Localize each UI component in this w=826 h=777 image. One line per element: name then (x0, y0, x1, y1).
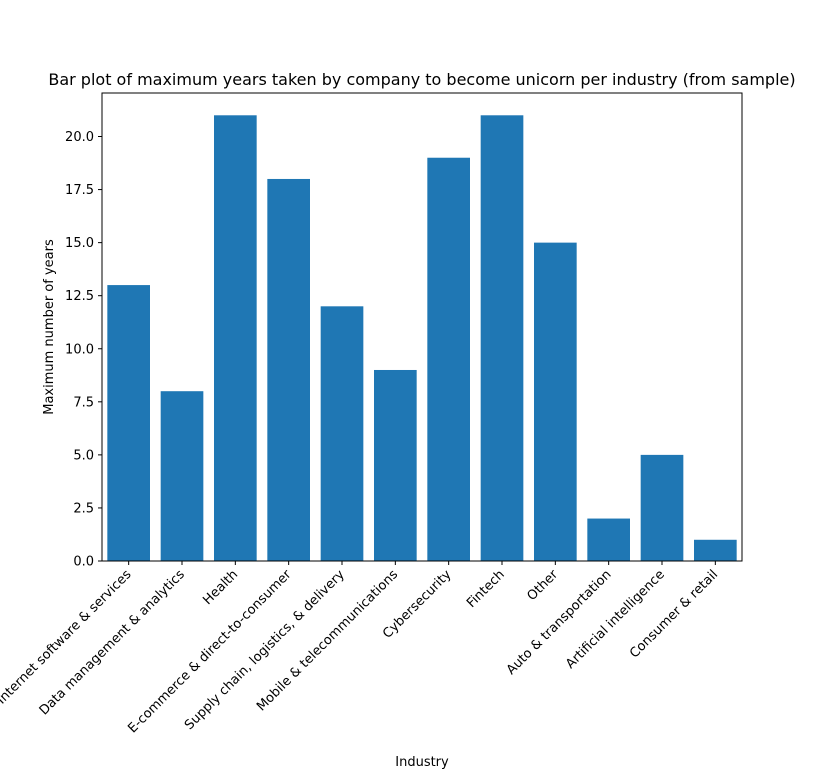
y-tick-label: 20.0 (65, 130, 94, 145)
y-tick-label: 2.5 (73, 501, 94, 516)
y-tick-label: 0.0 (73, 555, 94, 570)
x-axis-label: Industry (395, 755, 449, 770)
plot-frame (101, 92, 743, 562)
y-axis-label: Maximum number of years (42, 239, 57, 415)
bar (267, 178, 310, 561)
bar (214, 115, 257, 561)
bar (160, 391, 204, 561)
y-tick-label: 15.0 (65, 236, 94, 251)
bar (534, 242, 577, 561)
bars-group (107, 115, 737, 562)
y-tick-label: 7.5 (73, 395, 94, 410)
y-tick-label: 12.5 (65, 289, 94, 304)
bar (427, 157, 470, 562)
chart-title: Bar plot of maximum years taken by compa… (48, 70, 795, 89)
bar (320, 306, 364, 561)
y-tick-label: 5.0 (73, 448, 94, 463)
bar (640, 454, 684, 561)
y-tick-label: 10.0 (65, 342, 94, 357)
bar (694, 539, 737, 561)
bar (480, 115, 524, 561)
bar (587, 518, 630, 561)
bar (107, 285, 150, 561)
bar (374, 369, 417, 561)
y-axis-ticks: 0.0 2.5 5.0 7.5 10.0 12.5 15.0 17.5 20.0 (65, 130, 102, 570)
y-tick-label: 17.5 (65, 183, 94, 198)
